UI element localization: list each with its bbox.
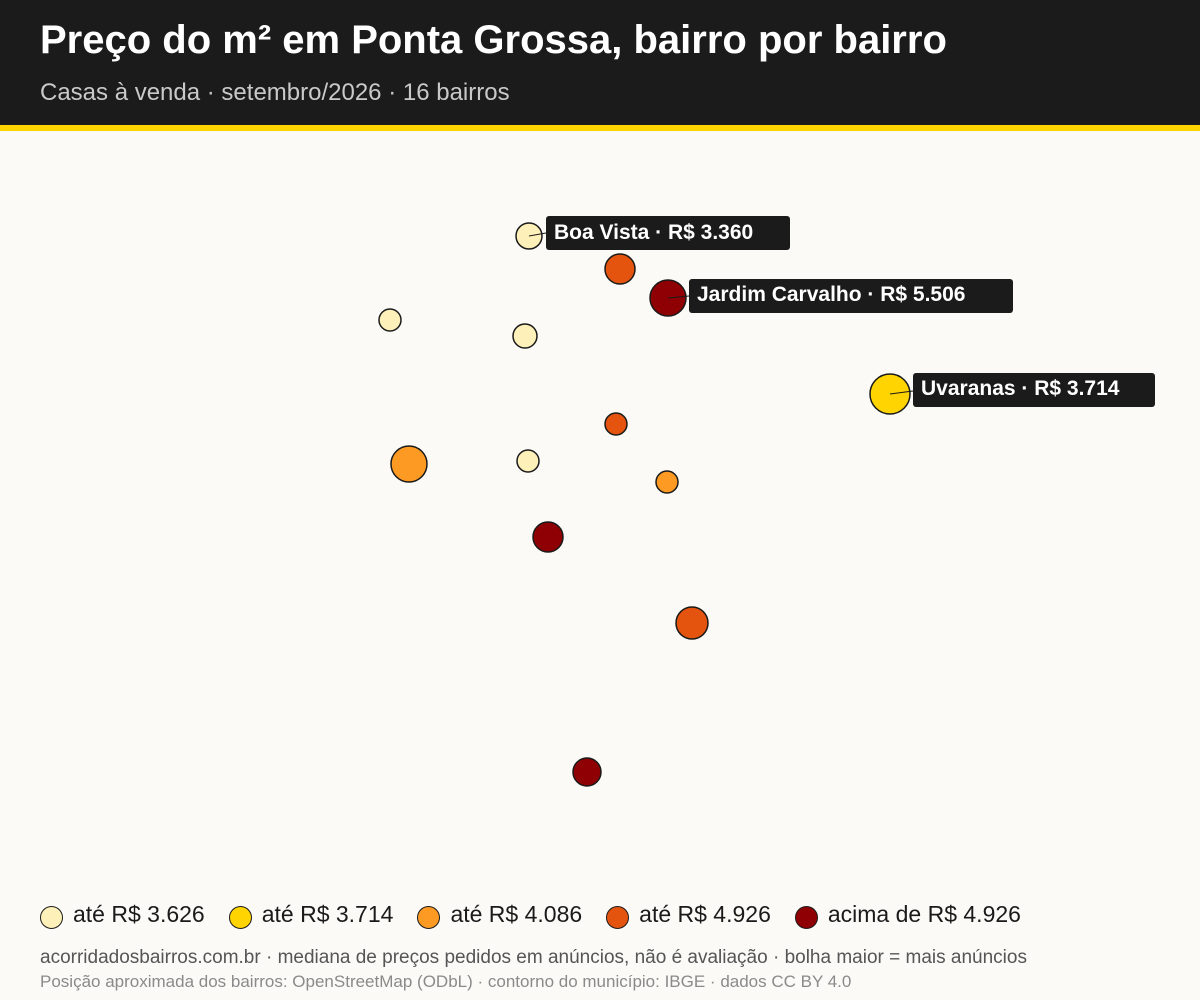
callout-boa-vista: Boa Vista · R$ 3.360 [528,216,790,250]
map-canvas: Boa Vista · R$ 3.360 Jardim Carvalho · R… [378,216,1155,787]
legend-item: até R$ 4.086 [417,900,582,929]
legend-swatch-icon [606,905,630,929]
header-accent-rule [0,125,1200,131]
bubble-marker[interactable] [655,470,679,494]
legend-item: acima de R$ 4.926 [794,900,1021,929]
bubble-marker[interactable] [604,253,636,285]
callout-label: Uvaranas · R$ 3.714 [921,377,1120,400]
bubble-layer [378,222,911,787]
legend: até R$ 3.626 até R$ 3.714 até R$ 4.086 a… [40,896,1045,932]
header-bar [0,0,1200,125]
page-subtitle: Casas à venda · setembro/2026 · 16 bairr… [40,79,510,106]
legend-label: até R$ 3.714 [261,900,394,927]
legend-item: até R$ 4.926 [606,900,771,929]
callout-label: Boa Vista · R$ 3.360 [554,221,753,244]
page-title: Preço do m² em Ponta Grossa, bairro por … [40,18,947,62]
legend-swatch-icon [794,905,818,929]
source-note: acorridadosbairros.com.br · mediana de p… [40,947,1027,968]
legend-label: até R$ 4.086 [450,900,583,927]
bubble-marker[interactable] [512,323,538,349]
legend-label: até R$ 3.626 [73,900,205,927]
legend-item: até R$ 3.626 [40,900,205,929]
bubble-marker[interactable] [604,412,628,436]
callout-jardim-carvalho: Jardim Carvalho · R$ 5.506 [667,279,1013,313]
bubble-marker[interactable] [532,521,564,553]
legend-item: até R$ 3.714 [228,900,394,929]
legend-swatch-icon [417,905,441,929]
bubble-marker[interactable] [390,445,428,483]
callout-label: Jardim Carvalho · R$ 5.506 [697,283,965,306]
legend-label: até R$ 4.926 [639,900,771,927]
legend-swatch-icon [40,905,63,929]
callout-uvaranas: Uvaranas · R$ 3.714 [889,373,1155,407]
bubble-marker[interactable] [675,606,709,640]
bubble-marker[interactable] [516,449,540,473]
bubble-marker[interactable] [378,308,402,332]
legend-swatch-icon [228,905,252,929]
credits-note: Posição aproximada dos bairros: OpenStre… [40,972,852,991]
bubble-marker[interactable] [572,757,602,787]
legend-label: acima de R$ 4.926 [827,900,1021,927]
